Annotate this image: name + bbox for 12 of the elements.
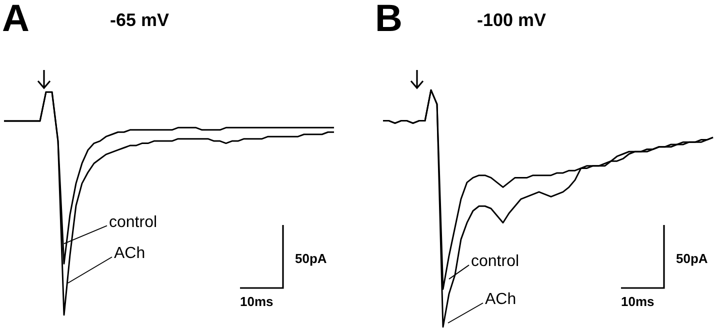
annotation: 50pA <box>676 251 708 266</box>
chart-title: -100 mV <box>477 10 546 31</box>
text: ACh <box>114 245 146 263</box>
text: control <box>109 214 158 232</box>
text: A <box>2 0 30 41</box>
annotation: 50pA <box>295 251 327 266</box>
annotation: 10ms <box>621 294 654 309</box>
annotation: 10ms <box>240 294 274 309</box>
chart-title: -65 mV <box>110 10 170 31</box>
text: B <box>375 0 402 41</box>
text: ACh <box>485 291 516 309</box>
legend-label: control <box>471 253 520 272</box>
